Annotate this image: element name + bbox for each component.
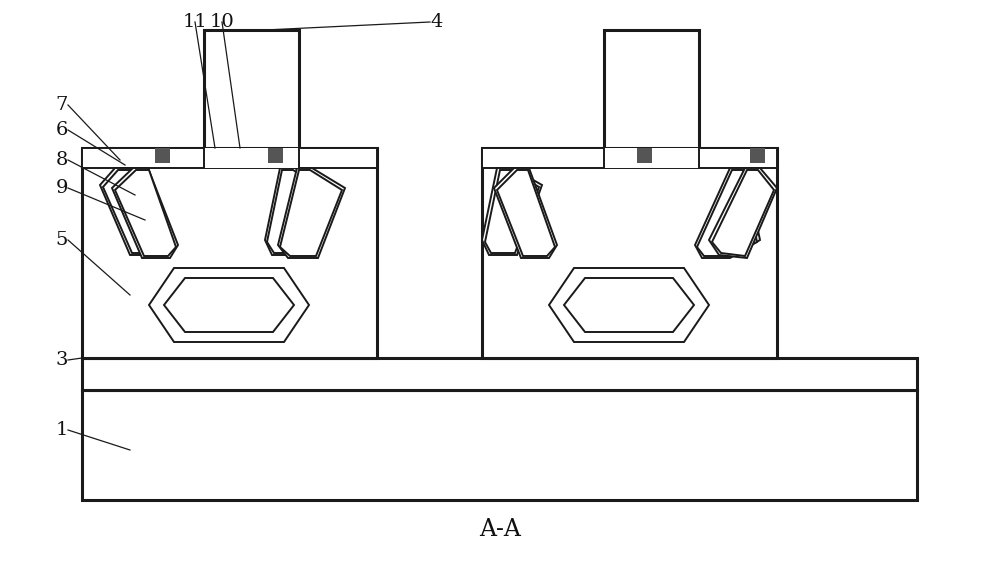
Bar [637,148,652,163]
Text: 5: 5 [56,231,68,249]
Text: 3: 3 [56,351,68,369]
Bar [482,148,777,358]
Polygon shape [164,278,294,332]
Bar [204,148,299,168]
Polygon shape [497,170,555,256]
Text: 6: 6 [56,121,68,139]
Polygon shape [278,168,345,258]
Bar [82,148,377,358]
Polygon shape [482,168,542,255]
Bar [604,30,699,148]
Text: 11: 11 [183,13,207,31]
Polygon shape [549,268,709,342]
Bar [268,148,283,163]
Bar [204,30,299,148]
Text: 8: 8 [56,151,68,169]
Polygon shape [280,170,342,256]
Text: 4: 4 [430,13,442,31]
Text: A-A: A-A [479,518,521,542]
Polygon shape [265,168,325,255]
Text: 1: 1 [56,421,68,439]
Polygon shape [112,168,178,258]
Bar [82,148,377,168]
Polygon shape [697,170,757,256]
Bar [482,148,777,168]
Bar [750,148,765,163]
Bar [82,358,917,390]
Polygon shape [103,170,163,253]
Text: 10: 10 [210,13,234,31]
Polygon shape [494,168,557,258]
Text: 9: 9 [56,179,68,197]
Polygon shape [149,268,309,342]
Polygon shape [267,170,322,253]
Polygon shape [115,170,176,256]
Polygon shape [485,170,539,253]
Polygon shape [564,278,694,332]
Polygon shape [712,170,774,256]
Bar [604,148,699,168]
Polygon shape [695,168,760,258]
Bar [82,390,917,500]
Bar [155,148,170,163]
Text: 7: 7 [56,96,68,114]
Polygon shape [100,168,165,255]
Polygon shape [709,168,777,258]
